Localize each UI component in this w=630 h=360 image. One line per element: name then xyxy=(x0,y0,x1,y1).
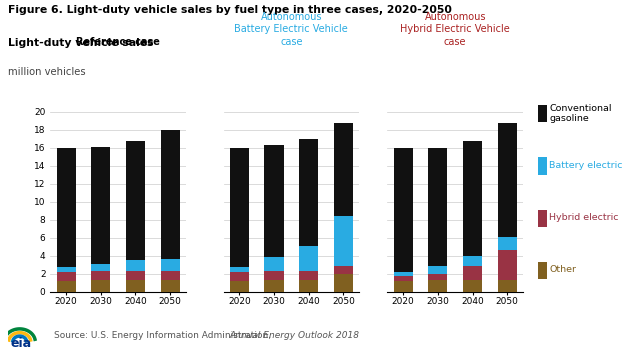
Bar xyxy=(334,216,353,266)
Bar xyxy=(334,123,353,216)
Bar xyxy=(161,130,180,259)
Bar xyxy=(126,280,145,292)
Text: Battery electric: Battery electric xyxy=(549,161,623,170)
Bar xyxy=(428,266,447,274)
Bar xyxy=(57,272,76,281)
Bar xyxy=(428,148,447,266)
Bar xyxy=(463,280,482,292)
Text: Autonomous
Hybrid Electric Vehicle
case: Autonomous Hybrid Electric Vehicle case xyxy=(400,12,510,47)
Bar xyxy=(428,280,447,292)
Text: Hybrid electric: Hybrid electric xyxy=(549,213,619,222)
Bar xyxy=(57,267,76,272)
Bar xyxy=(265,280,284,292)
Bar xyxy=(57,281,76,292)
Bar xyxy=(230,272,249,281)
Bar xyxy=(498,123,517,237)
Bar xyxy=(463,141,482,256)
Bar xyxy=(394,276,413,281)
Bar xyxy=(394,272,413,276)
Bar xyxy=(161,259,180,271)
Bar xyxy=(161,280,180,292)
Bar xyxy=(126,271,145,280)
Text: Light-duty vehicle sales: Light-duty vehicle sales xyxy=(8,38,153,48)
Bar xyxy=(463,266,482,280)
Text: Annual Energy Outlook 2018: Annual Energy Outlook 2018 xyxy=(230,331,360,340)
Text: Conventional
gasoline: Conventional gasoline xyxy=(549,104,612,123)
Bar xyxy=(299,280,318,292)
Text: Source: U.S. Energy Information Administration,: Source: U.S. Energy Information Administ… xyxy=(54,331,273,340)
Bar xyxy=(57,148,76,267)
Bar xyxy=(91,271,110,280)
Bar xyxy=(299,246,318,271)
Text: Figure 6. Light-duty vehicle sales by fuel type in three cases, 2020-2050: Figure 6. Light-duty vehicle sales by fu… xyxy=(8,5,452,15)
Bar xyxy=(428,274,447,280)
Text: Autonomous
Battery Electric Vehicle
case: Autonomous Battery Electric Vehicle case xyxy=(234,12,348,47)
Bar xyxy=(498,250,517,280)
Bar xyxy=(91,147,110,264)
Bar xyxy=(230,148,249,267)
Bar xyxy=(463,256,482,266)
Text: Other: Other xyxy=(549,265,576,274)
Bar xyxy=(91,280,110,292)
Bar xyxy=(334,274,353,292)
Bar xyxy=(498,237,517,250)
Bar xyxy=(230,267,249,272)
Bar xyxy=(126,260,145,271)
Bar xyxy=(265,271,284,280)
Bar xyxy=(334,266,353,274)
Text: million vehicles: million vehicles xyxy=(8,67,85,77)
Bar xyxy=(299,139,318,246)
Bar xyxy=(91,264,110,271)
Text: eia: eia xyxy=(10,337,32,351)
Bar xyxy=(230,281,249,292)
Bar xyxy=(299,271,318,280)
Text: Reference case: Reference case xyxy=(76,37,160,47)
Bar xyxy=(126,141,145,260)
Bar xyxy=(394,148,413,272)
Bar xyxy=(265,145,284,257)
Bar xyxy=(161,271,180,280)
Bar xyxy=(498,280,517,292)
Bar xyxy=(394,281,413,292)
Bar xyxy=(265,257,284,271)
